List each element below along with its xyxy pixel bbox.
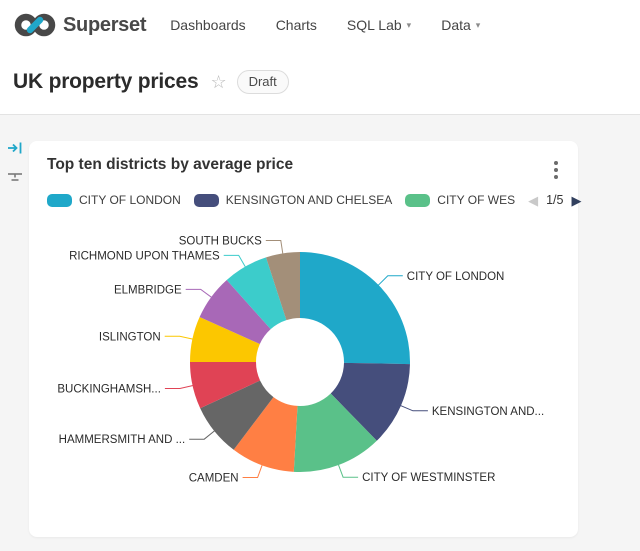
dashboard-canvas: Top ten districts by average price CITY … <box>0 115 640 551</box>
nav-item-charts[interactable]: Charts <box>275 17 317 33</box>
chart-card: Top ten districts by average price CITY … <box>29 141 581 537</box>
nav-item-dashboards[interactable]: Dashboards <box>170 17 246 33</box>
pie-slice-elmbridge[interactable] <box>199 279 271 345</box>
collapse-filters-icon[interactable] <box>7 169 23 185</box>
slice-label: BUCKINGHAMSH... <box>57 384 161 396</box>
slice-leader-line <box>399 404 428 412</box>
slice-label: CITY OF LONDON <box>407 271 505 283</box>
slice-label: HAMMERSMITH AND ... <box>59 434 186 446</box>
pie-slice-buckinghamsh-[interactable] <box>190 362 261 409</box>
favorite-star-icon[interactable]: ☆ <box>210 72 227 92</box>
app-header: Superset Dashboards Charts SQL Lab ▾ Data ▾ <box>0 0 640 50</box>
pie-slice-hammersmith-and-[interactable] <box>200 380 274 450</box>
slice-leader-line <box>242 464 263 478</box>
slice-leader-line <box>164 335 194 340</box>
chart-options-menu-icon[interactable] <box>550 156 562 184</box>
slice-label: RICHMOND UPON THAMES <box>69 250 220 262</box>
main-nav: Dashboards Charts SQL Lab ▾ Data ▾ <box>170 17 510 33</box>
legend-swatch <box>47 193 72 207</box>
legend-pagination: ◀ 1/5 ▶ <box>528 193 581 207</box>
slice-leader-line <box>377 275 403 287</box>
chart-title: Top ten districts by average price <box>47 156 294 173</box>
page-title: UK property prices <box>13 70 199 93</box>
status-badge: Draft <box>236 70 289 94</box>
pie-slice-islington[interactable] <box>189 317 260 362</box>
caret-down-icon: ▾ <box>475 19 481 30</box>
slice-label: ELMBRIDGE <box>114 284 182 296</box>
slice-leader-line <box>265 240 284 255</box>
pie-slice-city-of-westminster[interactable] <box>293 393 377 472</box>
slice-label: ISLINGTON <box>99 331 161 343</box>
legend-swatch <box>405 193 431 207</box>
slice-leader-line <box>164 384 194 389</box>
legend-item-0[interactable]: CITY OF LONDON <box>47 193 181 207</box>
brand-name: Superset <box>63 13 147 36</box>
slice-label: KENSINGTON AND... <box>432 406 544 418</box>
nav-item-sql-lab[interactable]: SQL Lab ▾ <box>346 17 412 33</box>
pie-slice-richmond-upon-thames[interactable] <box>226 257 287 330</box>
slice-label: SOUTH BUCKS <box>179 236 262 248</box>
pie-slice-kensington-and-chelsea[interactable] <box>330 362 410 441</box>
slice-leader-line <box>223 254 247 268</box>
superset-logo[interactable]: Superset <box>14 13 146 37</box>
slice-label: CAMDEN <box>189 473 239 485</box>
donut-chart: CITY OF LONDON KENSINGTON AND... CITY OF W… <box>57 236 544 485</box>
infinity-logo-icon <box>14 13 56 37</box>
caret-down-icon: ▾ <box>406 19 412 30</box>
pie-slice-city-of-london[interactable] <box>300 252 410 365</box>
slice-label: CITY OF WESTMINSTER <box>362 472 495 484</box>
slice-leader-line <box>189 430 216 440</box>
legend-page-indicator: 1/5 <box>546 193 564 207</box>
slice-leader-line <box>185 288 213 299</box>
slice-leader-line <box>337 463 359 478</box>
nav-item-data[interactable]: Data ▾ <box>441 17 481 33</box>
legend-next-icon[interactable]: ▶ <box>571 192 582 208</box>
pie-slice-camden[interactable] <box>233 397 298 472</box>
legend-prev-icon[interactable]: ◀ <box>528 192 539 208</box>
legend-item-2[interactable]: CITY OF WES <box>405 193 515 207</box>
legend-swatch <box>193 193 219 207</box>
chart-legend: CITY OF LONDON KENSINGTON AND CHELSEA CITY… <box>29 184 581 207</box>
dashboard-title-bar: UK property prices ☆ Draft <box>0 50 640 115</box>
pie-slice-south-bucks[interactable] <box>266 252 300 321</box>
expand-filter-bar-icon[interactable] <box>7 140 23 156</box>
legend-item-1[interactable]: KENSINGTON AND CHELSEA <box>193 193 392 207</box>
